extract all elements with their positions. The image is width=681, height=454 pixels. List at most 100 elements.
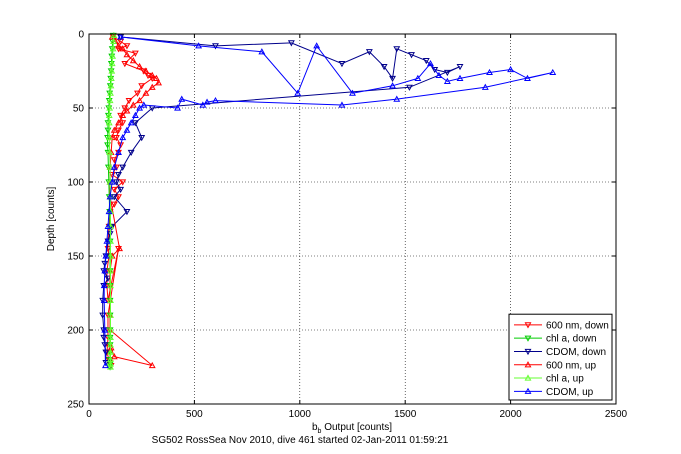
legend-label: CDOM, up [546,387,594,398]
data-point [443,69,451,77]
data-point [119,133,127,141]
data-point [148,75,156,83]
data-point [115,46,122,53]
data-point [112,179,120,186]
data-point [119,164,127,171]
data-point [107,326,114,333]
data-point [110,201,118,208]
data-point [136,96,144,104]
legend-label: CDOM, down [546,347,606,358]
data-point [380,63,388,71]
legend-label: 600 nm, up [546,360,596,371]
data-point [549,68,557,76]
data-point [131,120,139,127]
legend-swatch-marker [524,374,532,381]
data-point [486,68,493,76]
x-axis-label: bb Output [counts] [312,422,392,435]
data-point [107,89,114,96]
legend-item: chl a, down [514,334,597,345]
legend-label: chl a, up [546,374,584,385]
data-point [103,237,111,244]
data-point [104,142,112,149]
data-point [178,95,186,102]
data-point [127,149,135,157]
data-point [481,83,489,90]
data-point [313,42,321,49]
data-point [349,89,356,96]
data-point [456,74,464,81]
data-point [427,59,434,67]
data-point [258,48,266,55]
legend-item: 600 nm, up [514,360,596,371]
data-point [110,163,118,170]
data-point [127,119,135,126]
data-point [456,63,464,71]
data-point [140,101,148,108]
data-point [155,79,163,86]
data-point [294,89,302,96]
data-point [112,135,120,142]
data-point [104,275,112,282]
data-point [119,120,127,127]
data-point [102,359,110,367]
data-point [119,179,127,186]
data-point [125,98,133,105]
x-tick-label: 2500 [605,409,628,420]
data-point [199,101,207,108]
x-axis-label-rest: Output [counts] [321,422,392,433]
x-axis-label-main: b [312,422,318,433]
data-point [110,37,117,44]
data-point [106,163,114,170]
legend-swatch-marker [524,335,532,342]
data-point [105,207,113,215]
series-line [106,36,154,366]
series-layer [99,31,557,371]
data-point [107,341,114,348]
data-point [107,74,115,81]
legend-swatch-marker [524,348,532,356]
data-point [107,281,114,289]
data-point [148,71,156,79]
figure-caption: SG502 RossSea Nov 2010, dive 461 started… [152,435,449,446]
legend: 600 nm, down chl a, down CDOM, down 600 nm,… [508,313,613,401]
data-point [123,51,131,58]
data-point [105,111,113,118]
data-point [287,40,295,47]
data-point [129,101,137,108]
data-point [115,42,122,49]
data-point [101,267,109,274]
data-point [123,43,131,50]
data-point [102,349,110,356]
data-point [107,267,114,274]
y-tick-label: 100 [67,178,84,189]
data-point [212,96,219,104]
data-point [106,193,114,200]
data-point [123,126,131,133]
data-point [104,222,112,229]
plot-area [88,33,617,405]
data-point [138,135,146,142]
y-tick-label: 150 [67,252,84,263]
data-point [212,43,219,50]
data-point [106,96,114,104]
data-point [109,45,117,52]
series-cdom-down [99,34,464,367]
data-point [115,127,122,134]
data-point [121,61,129,68]
data-point [112,164,120,171]
data-point [507,65,515,73]
data-point [107,363,114,370]
data-point [148,361,156,369]
legend-item: 600 nm, down [514,320,609,331]
data-point [393,46,401,53]
series-line [102,36,461,363]
data-point [110,186,118,194]
data-point [115,194,122,201]
data-point [131,111,139,118]
data-point [389,82,397,89]
data-point [203,98,211,105]
data-point [101,326,109,333]
data-point [107,311,114,318]
legend-box [508,313,613,401]
